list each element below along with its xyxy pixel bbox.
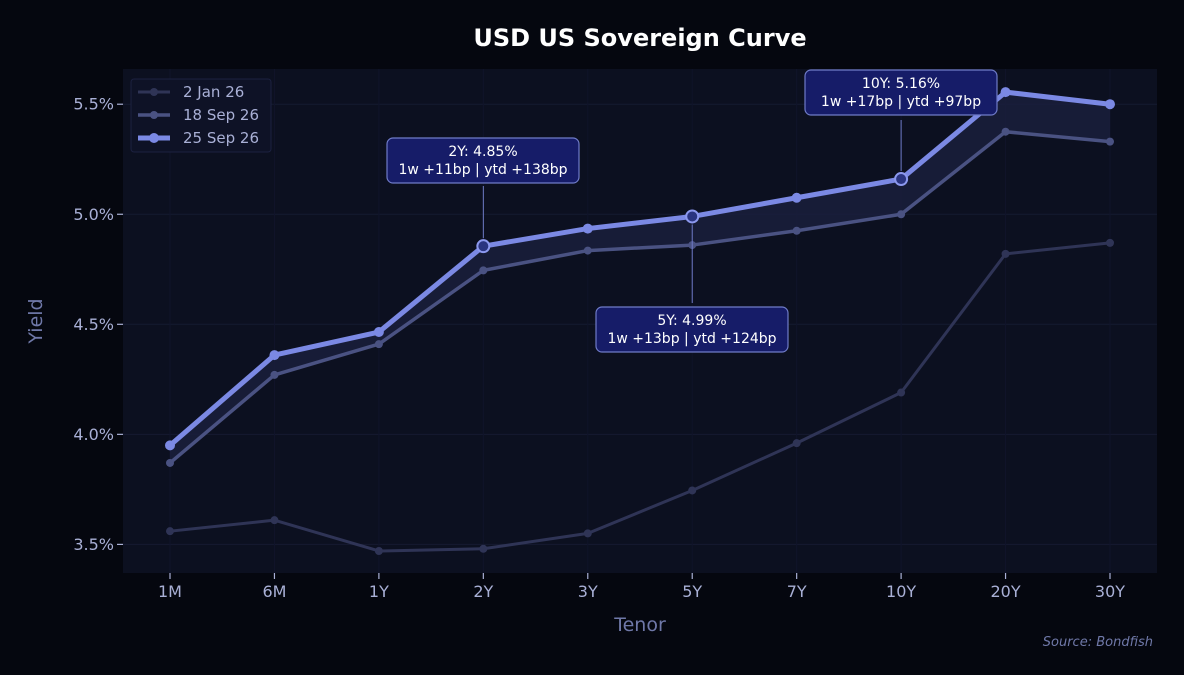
data-point-1-0 <box>166 458 174 467</box>
data-point-2-1 <box>269 350 280 361</box>
data-point-0-0 <box>166 527 174 536</box>
x-tick-label-8: 20Y <box>990 582 1020 601</box>
data-point-0-5 <box>688 486 697 495</box>
data-point-0-1 <box>270 516 279 525</box>
annotation-box-2 <box>804 69 998 116</box>
annotation-box-1 <box>595 306 789 353</box>
chart-title: USD US Sovereign Curve <box>473 24 806 52</box>
data-point-2-2 <box>373 327 384 338</box>
x-tick-label-1: 6M <box>262 582 286 601</box>
x-tick-label-3: 2Y <box>473 582 493 601</box>
legend-label-0: 2 Jan 26 <box>183 83 244 101</box>
y-tick-label-2: 4.5% <box>73 315 114 334</box>
data-point-1-2 <box>374 340 383 349</box>
legend-swatch-point-2 <box>149 133 159 143</box>
annotation-marker-2 <box>894 172 909 187</box>
data-point-2-8 <box>1000 87 1011 98</box>
x-tick-label-9: 30Y <box>1095 582 1125 601</box>
annotation-title-0: 2Y: 4.85% <box>448 144 517 160</box>
annotation-box-0 <box>386 137 580 184</box>
annotation-5y: 5Y: 4.99% 1w +13bp | ytd +124bp <box>595 209 789 353</box>
data-point-1-6 <box>792 226 801 235</box>
series-line-1 <box>168 129 1112 465</box>
annotations: 2Y: 4.85% 1w +11bp | ytd +138bp 5Y: 4.99% 1… <box>386 69 998 353</box>
x-tick-label-7: 10Y <box>886 582 916 601</box>
annotation-title-2: 10Y: 5.16% <box>862 76 940 92</box>
legend-label-2: 25 Sep 26 <box>183 129 259 147</box>
annotation-title-1: 5Y: 4.99% <box>657 313 726 329</box>
y-tick-label-1: 4.0% <box>73 425 114 444</box>
data-point-2-9 <box>1105 99 1115 110</box>
x-tick-label-4: 3Y <box>578 582 598 601</box>
source-note: Source: Bondfish <box>1043 635 1153 650</box>
y-axis-label: Yield <box>25 298 47 344</box>
x-tick-label-6: 7Y <box>787 582 807 601</box>
legend-box <box>130 78 272 153</box>
annotation-marker-1 <box>685 209 700 224</box>
legend: 2 Jan 26 18 Sep 26 25 Sep 26 <box>130 78 272 153</box>
data-point-0-4 <box>583 529 592 538</box>
data-point-0-8 <box>1001 249 1010 258</box>
data-point-1-7 <box>897 210 906 219</box>
series-1 <box>166 127 1114 467</box>
annotation-2y: 2Y: 4.85% 1w +11bp | ytd +138bp <box>386 137 580 254</box>
series-lines <box>165 87 1115 555</box>
data-point-0-9 <box>1106 238 1114 247</box>
data-point-1-3 <box>479 266 488 275</box>
annotation-detail-2: 1w +17bp | ytd +97bp <box>821 94 981 110</box>
legend-entry-2: 25 Sep 26 <box>138 129 259 147</box>
x-axis-ticks: 1M 6M 1Y 2Y 3Y 5Y 7Y 10Y 20Y 30Y <box>158 573 1125 601</box>
x-tick-label-0: 1M <box>158 582 182 601</box>
data-point-1-9 <box>1106 137 1114 146</box>
y-tick-label-0: 3.5% <box>73 535 114 554</box>
data-point-0-6 <box>792 439 801 448</box>
series-line-2 <box>167 89 1113 448</box>
x-axis-label: Tenor <box>613 614 666 636</box>
y-axis-ticks: 3.5% 4.0% 4.5% 5.0% 5.5% <box>73 95 123 554</box>
annotation-marker-0 <box>476 239 491 254</box>
series-0 <box>166 238 1114 555</box>
data-point-1-1 <box>270 370 279 379</box>
y-tick-label-4: 5.5% <box>73 95 114 114</box>
legend-label-1: 18 Sep 26 <box>183 106 259 124</box>
x-tick-label-2: 1Y <box>369 582 389 601</box>
data-point-0-3 <box>479 544 488 553</box>
data-point-1-8 <box>1001 127 1010 136</box>
data-point-2-0 <box>165 440 175 451</box>
series-line-0 <box>168 241 1112 553</box>
annotation-10y: 10Y: 5.16% 1w +17bp | ytd +97bp <box>804 69 998 187</box>
data-point-1-4 <box>583 246 592 255</box>
x-tick-label-5: 5Y <box>682 582 702 601</box>
legend-swatch-point-0 <box>150 88 158 96</box>
legend-entry-1: 18 Sep 26 <box>138 106 259 124</box>
legend-swatch-point-1 <box>150 111 158 119</box>
annotation-detail-0: 1w +11bp | ytd +138bp <box>398 162 567 178</box>
data-point-0-7 <box>897 388 906 397</box>
legend-entry-0: 2 Jan 26 <box>138 83 244 101</box>
annotation-detail-1: 1w +13bp | ytd +124bp <box>607 331 776 347</box>
y-tick-label-3: 5.0% <box>73 205 114 224</box>
data-point-2-6 <box>791 192 802 203</box>
data-point-2-4 <box>582 223 593 234</box>
data-point-0-2 <box>374 546 383 555</box>
